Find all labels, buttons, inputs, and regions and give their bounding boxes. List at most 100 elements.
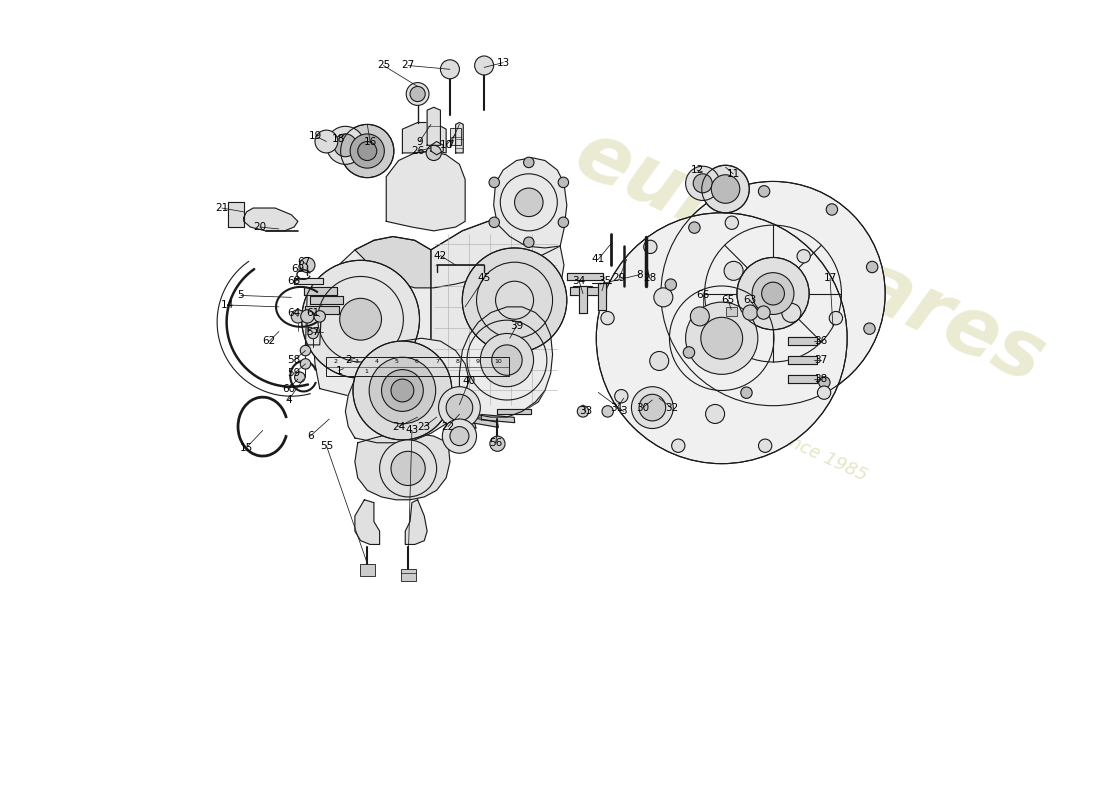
Circle shape [666, 279, 676, 290]
Polygon shape [314, 237, 431, 398]
Circle shape [702, 166, 749, 213]
Text: 61: 61 [307, 307, 320, 318]
Circle shape [426, 146, 441, 161]
Circle shape [301, 260, 419, 378]
Circle shape [693, 174, 712, 193]
Bar [360, 565, 375, 576]
Polygon shape [789, 356, 817, 364]
Circle shape [558, 217, 569, 227]
Circle shape [450, 426, 469, 446]
Polygon shape [355, 500, 380, 545]
Text: 21: 21 [216, 203, 229, 213]
Text: 27: 27 [402, 61, 415, 70]
Polygon shape [306, 306, 339, 314]
Text: 36: 36 [814, 336, 827, 346]
Circle shape [524, 157, 534, 168]
Text: 9: 9 [416, 137, 422, 146]
Text: 66: 66 [696, 290, 710, 301]
Circle shape [447, 394, 473, 421]
Text: 7: 7 [436, 359, 439, 365]
Bar [327, 358, 509, 376]
Circle shape [390, 379, 414, 402]
Circle shape [602, 406, 614, 417]
Text: 62: 62 [263, 336, 276, 346]
Polygon shape [494, 158, 566, 248]
Text: 68: 68 [287, 276, 300, 286]
Circle shape [650, 351, 669, 370]
Text: 26: 26 [411, 146, 425, 156]
Text: 5: 5 [395, 359, 398, 365]
Polygon shape [228, 202, 244, 227]
Circle shape [300, 310, 313, 323]
Text: 29: 29 [613, 274, 626, 283]
Circle shape [314, 310, 326, 322]
Text: 3: 3 [354, 359, 359, 365]
Text: 63: 63 [744, 295, 757, 306]
Text: 8: 8 [637, 270, 644, 279]
Text: 38: 38 [814, 374, 827, 384]
Text: 13: 13 [496, 58, 509, 68]
Text: 11: 11 [726, 169, 739, 179]
Polygon shape [598, 283, 606, 310]
Text: 15: 15 [240, 442, 253, 453]
Circle shape [689, 222, 700, 234]
Polygon shape [455, 122, 463, 153]
Text: 67: 67 [297, 258, 310, 267]
Text: 32: 32 [664, 402, 678, 413]
Circle shape [798, 250, 811, 263]
Circle shape [490, 436, 505, 451]
Circle shape [292, 310, 305, 323]
Text: 45: 45 [477, 274, 491, 283]
Text: 23: 23 [418, 422, 431, 432]
Polygon shape [405, 500, 427, 545]
Circle shape [758, 186, 770, 197]
Text: eurospares: eurospares [562, 114, 1056, 400]
Circle shape [353, 341, 452, 440]
Polygon shape [464, 416, 498, 427]
Text: 40: 40 [462, 376, 475, 386]
Circle shape [474, 56, 494, 75]
Circle shape [672, 439, 685, 452]
Text: 28: 28 [642, 274, 656, 283]
Circle shape [725, 216, 738, 230]
Circle shape [661, 182, 886, 406]
Text: 10: 10 [494, 359, 502, 365]
Circle shape [462, 248, 566, 353]
Text: 9: 9 [476, 359, 480, 365]
Circle shape [644, 240, 657, 254]
Text: 14: 14 [221, 300, 234, 310]
Polygon shape [497, 409, 530, 414]
Circle shape [691, 307, 710, 326]
Circle shape [601, 311, 614, 325]
Text: 18: 18 [332, 134, 345, 144]
Circle shape [724, 262, 744, 280]
Polygon shape [355, 434, 450, 500]
Circle shape [782, 303, 801, 322]
Polygon shape [460, 307, 552, 417]
Circle shape [683, 346, 695, 358]
Circle shape [334, 134, 356, 157]
Text: 19: 19 [308, 131, 321, 141]
Bar [400, 569, 416, 581]
Polygon shape [355, 218, 560, 288]
Text: 5: 5 [238, 290, 244, 301]
Circle shape [818, 377, 830, 388]
Text: 6: 6 [415, 359, 419, 365]
Circle shape [826, 204, 837, 215]
Polygon shape [570, 287, 606, 294]
Polygon shape [442, 414, 476, 428]
Circle shape [596, 213, 847, 464]
Circle shape [442, 419, 476, 454]
Circle shape [752, 273, 794, 314]
Circle shape [742, 305, 758, 320]
Circle shape [757, 306, 770, 319]
Circle shape [829, 311, 843, 325]
Text: 56: 56 [488, 438, 503, 448]
Polygon shape [304, 287, 337, 294]
Text: 4: 4 [374, 359, 378, 365]
Bar [726, 307, 737, 316]
Text: 6: 6 [307, 431, 314, 441]
Polygon shape [345, 338, 469, 442]
Polygon shape [580, 286, 586, 313]
Text: 24: 24 [392, 422, 405, 432]
